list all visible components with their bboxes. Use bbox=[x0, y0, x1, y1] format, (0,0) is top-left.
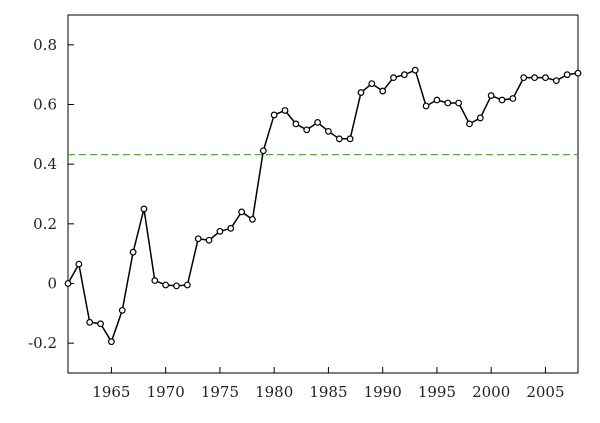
x-tick-label: 1990 bbox=[364, 383, 402, 401]
data-point bbox=[86, 318, 94, 326]
data-point bbox=[531, 74, 538, 82]
data-point bbox=[249, 215, 256, 223]
data-point bbox=[368, 80, 376, 88]
y-tick-label: 0.8 bbox=[33, 36, 57, 54]
data-point bbox=[303, 126, 311, 134]
data-point bbox=[292, 120, 300, 128]
data-point bbox=[173, 282, 180, 290]
x-tick-label: 1995 bbox=[418, 383, 456, 401]
y-tick-label: 0.2 bbox=[33, 215, 57, 233]
y-tick-label: -0.2 bbox=[28, 334, 57, 352]
data-point bbox=[400, 71, 408, 79]
data-point bbox=[411, 66, 419, 74]
data-point bbox=[379, 87, 387, 95]
data-point bbox=[444, 99, 452, 107]
data-point bbox=[140, 205, 148, 213]
data-point bbox=[476, 114, 484, 122]
x-tick-label: 2000 bbox=[472, 383, 510, 401]
data-point bbox=[314, 118, 321, 126]
data-point bbox=[509, 95, 517, 102]
y-tick-label: 0.6 bbox=[33, 96, 57, 114]
x-tick-label: 1965 bbox=[92, 383, 130, 401]
data-point bbox=[487, 92, 495, 99]
data-point bbox=[390, 74, 397, 82]
data-point bbox=[325, 127, 332, 135]
data-point bbox=[357, 89, 365, 96]
data-point bbox=[118, 306, 126, 314]
data-point bbox=[498, 96, 506, 104]
data-point bbox=[238, 208, 246, 216]
data-point bbox=[346, 135, 354, 143]
data-point bbox=[205, 236, 213, 244]
data-point bbox=[108, 338, 115, 346]
data-point bbox=[455, 99, 463, 107]
data-point bbox=[216, 227, 224, 235]
data-point bbox=[270, 111, 278, 119]
data-point bbox=[281, 107, 289, 114]
data-point bbox=[259, 147, 267, 155]
x-tick-label: 1970 bbox=[147, 383, 185, 401]
data-point bbox=[520, 74, 528, 82]
data-point bbox=[64, 280, 72, 287]
data-point bbox=[466, 120, 473, 128]
data-point bbox=[97, 320, 104, 328]
data-point bbox=[183, 281, 191, 289]
x-tick-label: 1985 bbox=[309, 383, 347, 401]
data-point bbox=[162, 281, 170, 289]
data-point bbox=[422, 102, 430, 110]
data-point bbox=[75, 260, 83, 268]
data-point bbox=[563, 71, 571, 79]
data-point bbox=[335, 135, 343, 143]
data-point bbox=[194, 235, 202, 243]
x-tick-label: 1975 bbox=[201, 383, 239, 401]
plot-frame bbox=[67, 14, 579, 374]
data-point bbox=[552, 77, 560, 85]
data-point bbox=[433, 96, 441, 104]
x-tick-label: 2005 bbox=[526, 383, 564, 401]
y-tick-label: 0 bbox=[47, 275, 57, 293]
x-tick-label: 1980 bbox=[255, 383, 293, 401]
data-point bbox=[129, 248, 137, 256]
data-point bbox=[574, 69, 582, 77]
plot-area: -0.2 0 0.2 0.4 0.6 0.8 1965 1970 1975 1980 1985 199… bbox=[28, 14, 582, 401]
y-tick-label: 0.4 bbox=[33, 155, 57, 173]
data-point bbox=[542, 74, 549, 82]
data-point bbox=[151, 277, 159, 284]
data-point bbox=[227, 224, 235, 232]
